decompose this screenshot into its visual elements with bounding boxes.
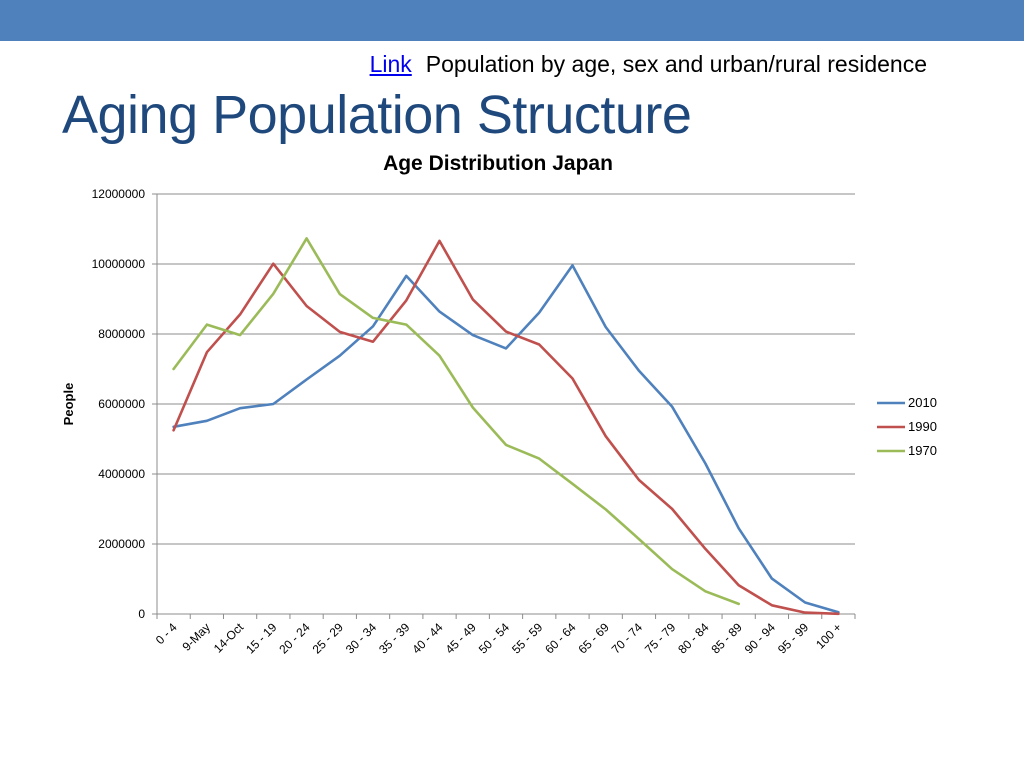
x-tick-label: 55 - 59: [509, 620, 546, 657]
y-tick-label: 12000000: [92, 187, 146, 201]
x-tick-label: 40 - 44: [409, 620, 446, 657]
subtitle: Link Population by age, sex and urban/rur…: [370, 51, 927, 78]
x-tick-label: 50 - 54: [476, 620, 513, 657]
y-tick-label: 0: [138, 607, 145, 621]
series-line-2010: [172, 264, 840, 614]
series-layer: [172, 237, 840, 616]
grid-layer: [157, 193, 855, 615]
x-tick-label: 9-May: [180, 620, 213, 653]
x-tick-label: 0 - 4: [153, 620, 180, 647]
x-tick-label: 90 - 94: [742, 620, 779, 657]
chart-title: Age Distribution Japan: [383, 152, 613, 175]
subtitle-text: Population by age, sex and urban/rural r…: [425, 51, 927, 77]
x-tick-label: 70 - 74: [609, 620, 646, 657]
legend: 2010 1990 1970: [877, 395, 937, 458]
x-tick-label: 45 - 49: [443, 620, 480, 657]
x-tick-label: 30 - 34: [343, 620, 380, 657]
legend-label: 1970: [908, 443, 937, 458]
x-tick-label: 75 - 79: [642, 620, 679, 657]
x-tick-label: 100 +: [813, 620, 844, 651]
legend-label: 2010: [908, 395, 937, 410]
x-tick-label: 35 - 39: [376, 620, 413, 657]
x-tick-label: 95 - 99: [775, 620, 812, 657]
x-tick-label: 14-Oct: [211, 620, 247, 656]
x-tick-label: 80 - 84: [675, 620, 712, 657]
y-tick-label: 2000000: [98, 537, 145, 551]
slide-title: Aging Population Structure: [62, 85, 692, 145]
x-tick-label: 25 - 29: [310, 620, 347, 657]
y-tick-label: 4000000: [98, 467, 145, 481]
legend-label: 1990: [908, 419, 937, 434]
y-tick-label: 10000000: [92, 257, 146, 271]
x-tick-label: 85 - 89: [708, 620, 745, 657]
source-link[interactable]: Link: [369, 51, 412, 77]
x-tick-label: 20 - 24: [276, 620, 313, 657]
x-tick-label: 60 - 64: [542, 620, 579, 657]
y-tick-label: 8000000: [98, 327, 145, 341]
top-accent-bar: [0, 0, 1024, 41]
y-axis-title: People: [61, 383, 76, 426]
x-tick-label: 15 - 19: [243, 620, 280, 657]
x-tick-label: 65 - 69: [576, 620, 613, 657]
series-line-1990: [172, 239, 840, 616]
y-tick-label: 6000000: [98, 397, 145, 411]
series-line-1970: [172, 237, 740, 606]
